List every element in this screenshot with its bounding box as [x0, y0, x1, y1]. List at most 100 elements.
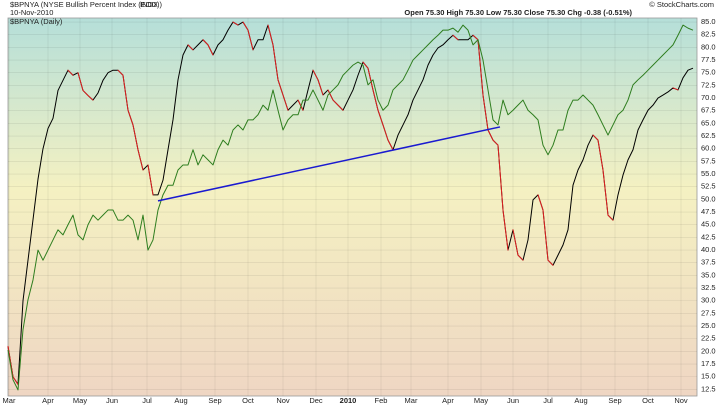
y-tick-label: 80.0 [701, 42, 716, 51]
exchange: INDX [140, 0, 158, 9]
down-segment [487, 129, 494, 141]
down-segment [132, 124, 139, 151]
x-tick-label: Jun [507, 396, 519, 405]
x-tick-label: Nov [276, 396, 290, 405]
chart-title: $BPNYA (NYSE Bullish Percent Index (EOD)… [10, 0, 163, 9]
down-segment [362, 61, 369, 69]
down-segment [332, 99, 339, 106]
down-segment [367, 67, 374, 91]
down-segment [497, 144, 504, 211]
y-tick-label: 55.0 [701, 169, 716, 178]
down-segment [297, 99, 304, 111]
plot-area [7, 17, 698, 397]
y-tick-label: 50.0 [701, 194, 716, 203]
down-segment [67, 69, 74, 76]
down-segment [387, 139, 394, 151]
x-tick-label: Jul [543, 396, 553, 405]
y-tick-label: 40.0 [701, 245, 716, 254]
y-tick-label: 67.5 [701, 106, 716, 115]
down-segment [82, 89, 89, 97]
x-tick-label: Oct [642, 396, 655, 405]
down-segment [232, 21, 239, 26]
down-segment [127, 109, 134, 126]
down-segment [312, 69, 319, 81]
y-tick-label: 65.0 [701, 118, 716, 127]
y-tick-label: 25.0 [701, 321, 716, 330]
y-tick-label: 72.5 [701, 80, 716, 89]
down-segment [137, 149, 144, 171]
y-tick-label: 77.5 [701, 55, 716, 64]
down-segment [337, 104, 344, 111]
y-tick-label: 15.0 [701, 372, 716, 381]
down-segment [382, 124, 389, 141]
down-segment [492, 139, 499, 146]
y-tick-label: 70.0 [701, 93, 716, 102]
x-tick-label: Apr [442, 396, 454, 405]
x-tick-label: Apr [42, 396, 54, 405]
down-segment [672, 87, 679, 91]
down-segment [12, 376, 19, 385]
x-tick-label: Mar [3, 396, 16, 405]
down-segment [602, 169, 609, 216]
y-tick-label: 17.5 [701, 359, 716, 368]
down-segment [267, 24, 274, 46]
x-tick-label: Jun [106, 396, 118, 405]
down-segment [477, 39, 484, 96]
down-segment [122, 74, 129, 111]
down-segment [202, 39, 209, 46]
x-tick-label: May [73, 396, 87, 405]
y-tick-label: 37.5 [701, 258, 716, 267]
down-segment [607, 214, 614, 221]
x-tick-label: 2010 [340, 396, 357, 405]
down-segment [517, 254, 524, 261]
down-segment [277, 79, 284, 96]
x-tick-label: Aug [574, 396, 587, 405]
y-tick-label: 27.5 [701, 308, 716, 317]
legend-entry: $BPNYA (Daily) [10, 17, 63, 26]
y-tick-label: 47.5 [701, 207, 716, 216]
x-tick-label: Mar [405, 396, 418, 405]
y-tick-label: 42.5 [701, 232, 716, 241]
series-line [7, 24, 694, 391]
y-tick-label: 75.0 [701, 68, 716, 77]
y-tick-label: 62.5 [701, 131, 716, 140]
down-segment [87, 95, 94, 101]
down-segment [472, 34, 479, 41]
x-tick-label: Feb [375, 396, 388, 405]
y-tick-label: 20.0 [701, 346, 716, 355]
quote: Open 75.30 High 75.30 Low 75.30 Close 75… [404, 8, 632, 17]
down-segment [502, 209, 509, 251]
x-tick-label: May [474, 396, 488, 405]
down-segment [242, 21, 249, 31]
x-tick-label: Jul [142, 396, 152, 405]
down-segment [452, 34, 459, 41]
down-segment [482, 94, 489, 131]
down-segment [207, 44, 214, 56]
credit: © StockCharts.com [649, 0, 714, 9]
down-segment [537, 194, 544, 211]
down-segment [7, 345, 14, 378]
x-tick-label: Aug [174, 396, 187, 405]
down-segment [272, 44, 279, 81]
y-tick-label: 35.0 [701, 270, 716, 279]
y-tick-label: 12.5 [701, 384, 716, 393]
x-tick-label: Dec [309, 396, 323, 405]
down-segment [542, 209, 549, 261]
y-tick-label: 60.0 [701, 144, 716, 153]
down-segment [327, 89, 334, 101]
down-segment [597, 139, 604, 171]
y-tick-label: 82.5 [701, 30, 716, 39]
down-segment [282, 94, 289, 111]
y-tick-label: 45.0 [701, 220, 716, 229]
down-segment [377, 109, 384, 126]
down-segment [317, 79, 324, 96]
x-tick-label: Sep [608, 396, 621, 405]
x-tick-label: Nov [674, 396, 688, 405]
down-segment [77, 72, 84, 91]
y-tick-label: 85.0 [701, 17, 716, 26]
x-tick-label: Oct [242, 396, 255, 405]
down-segment [547, 259, 554, 266]
date: 10-Nov-2010 [10, 8, 53, 17]
